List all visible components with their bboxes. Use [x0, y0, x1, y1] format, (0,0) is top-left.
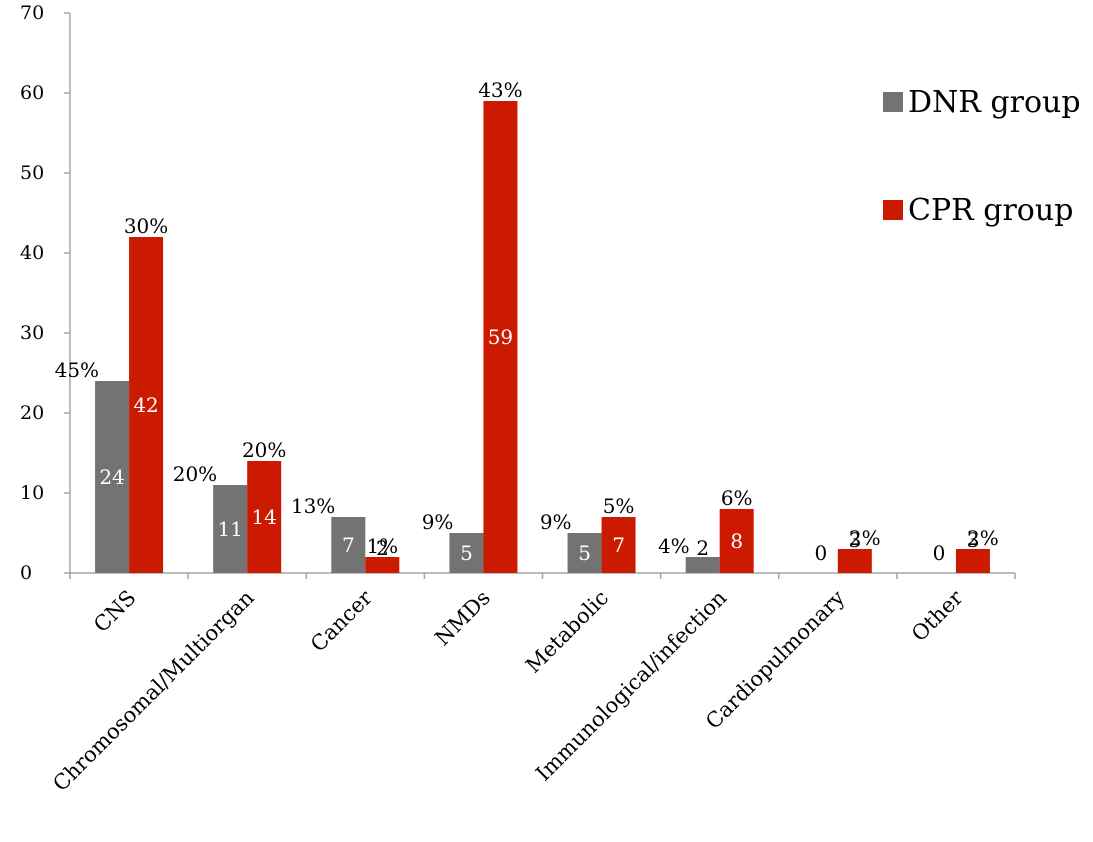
bar-percent-label: 1%: [366, 534, 398, 558]
bar-percent-label: 13%: [291, 494, 335, 518]
bar-value-label: 7: [342, 533, 355, 557]
category-label: Metabolic: [521, 586, 613, 678]
bar-value-label: 8: [730, 529, 743, 553]
bar-value-label: 5: [578, 541, 591, 565]
dnr-bar: [95, 381, 130, 573]
bar-value-label: 3: [967, 528, 980, 552]
y-tick-label: 10: [20, 482, 44, 504]
category-label: Immunological/infection: [531, 586, 731, 786]
y-tick-label: 50: [20, 162, 44, 184]
bar-value-label: 14: [251, 505, 276, 529]
legend-swatch: [883, 200, 903, 220]
bar-percent-label: 6%: [721, 486, 753, 510]
bar-value-label: 2: [696, 536, 709, 560]
category-label: CNS: [89, 586, 141, 638]
bar-value-label: 7: [612, 533, 625, 557]
bars: [95, 101, 990, 573]
y-tick-label: 0: [20, 562, 32, 584]
legend-label: DNR group: [908, 85, 1081, 120]
bar-percent-label: 45%: [55, 358, 99, 382]
bar-percent-label: 30%: [124, 214, 168, 238]
cpr-bar: [129, 237, 164, 573]
category-label: Cancer: [306, 585, 378, 657]
bar-value-label: 59: [488, 325, 513, 349]
category-label: Other: [907, 585, 968, 646]
bar-percent-label: 9%: [540, 510, 572, 534]
y-tick-label: 60: [20, 82, 44, 104]
y-tick-label: 20: [20, 402, 44, 424]
cpr-bar: [719, 509, 754, 573]
legend: DNR group CPR group: [883, 85, 1081, 228]
dnr-bar: [567, 533, 602, 573]
dnr-bar: [331, 517, 366, 573]
y-tick-label: 70: [20, 2, 44, 24]
legend-swatch: [883, 92, 903, 112]
bar-value-label: 0: [933, 541, 946, 565]
bar-percent-label: 4%: [658, 534, 690, 558]
bar-value-label: 0: [814, 541, 827, 565]
legend-label: CPR group: [908, 193, 1073, 228]
cpr-bar: [247, 461, 282, 573]
bar-value-label: 11: [217, 517, 242, 541]
bar-value-label: 42: [133, 393, 158, 417]
bar-percent-label: 2%: [967, 526, 999, 550]
bar-value-label: 24: [99, 465, 124, 489]
cpr-bar: [483, 101, 518, 573]
cpr-bar: [601, 517, 636, 573]
y-tick-label: 30: [20, 322, 44, 344]
cpr-bar: [365, 557, 400, 573]
category-label: Chromosomal/Multiorgan: [48, 586, 258, 796]
dnr-bar: [213, 485, 248, 573]
bar-value-label: 3: [848, 528, 861, 552]
bar-value-label: 2: [376, 536, 389, 560]
bar-percent-label: 9%: [422, 510, 454, 534]
bar-value-label: 5: [460, 541, 473, 565]
bar-percent-label: 2%: [849, 526, 881, 550]
bar-percent-label: 43%: [478, 78, 522, 102]
y-tick-label: 40: [20, 242, 44, 264]
bar-percent-label: 5%: [603, 494, 635, 518]
bar-percent-label: 20%: [173, 462, 217, 486]
bar-percent-label: 20%: [242, 438, 286, 462]
cpr-bar: [837, 549, 872, 573]
dnr-bar: [685, 557, 720, 573]
dnr-bar: [449, 533, 484, 573]
cpr-bar: [955, 549, 990, 573]
category-label: NMDs: [430, 586, 495, 651]
